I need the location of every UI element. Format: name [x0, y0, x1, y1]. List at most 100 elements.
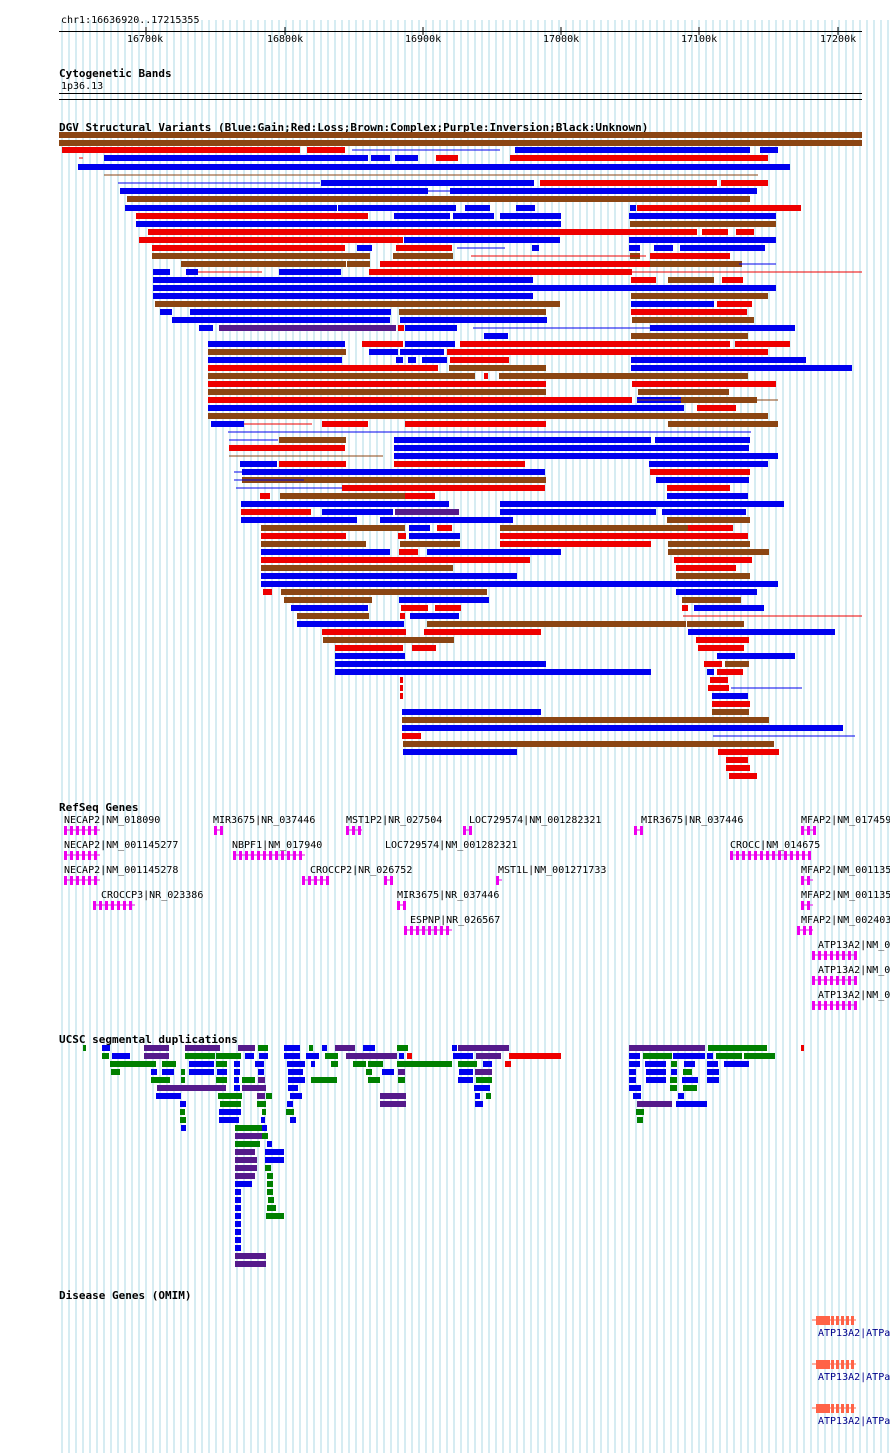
refseq-exon[interactable]	[836, 1001, 839, 1010]
dgv-variant-bar[interactable]	[172, 317, 390, 323]
segdup-block[interactable]	[181, 1077, 185, 1083]
segdup-block[interactable]	[180, 1101, 186, 1107]
segdup-block[interactable]	[290, 1093, 302, 1099]
refseq-exon[interactable]	[281, 851, 284, 860]
dgv-variant-bar[interactable]	[321, 180, 534, 186]
dgv-variant-bar[interactable]	[649, 461, 768, 467]
dgv-variant-bar[interactable]	[697, 405, 736, 411]
refseq-exon[interactable]	[88, 851, 91, 860]
segdup-block[interactable]	[235, 1165, 257, 1171]
dgv-variant-bar[interactable]	[655, 437, 750, 443]
dgv-variant-bar[interactable]	[260, 493, 270, 499]
segdup-block[interactable]	[683, 1069, 692, 1075]
refseq-exon[interactable]	[293, 851, 296, 860]
segdup-block[interactable]	[629, 1061, 640, 1067]
segdup-block[interactable]	[643, 1053, 672, 1059]
dgv-variant-bar[interactable]	[136, 221, 456, 227]
refseq-exon[interactable]	[82, 851, 85, 860]
segdup-block[interactable]	[708, 1045, 767, 1051]
refseq-exon[interactable]	[70, 851, 73, 860]
dgv-variant-bar[interactable]	[322, 421, 368, 427]
dgv-variant-bar[interactable]	[263, 589, 272, 595]
dgv-variant-bar[interactable]	[676, 589, 757, 595]
refseq-exon[interactable]	[748, 851, 751, 860]
dgv-variant-bar[interactable]	[435, 605, 461, 611]
segdup-block[interactable]	[234, 1085, 240, 1091]
dgv-variant-bar[interactable]	[396, 245, 452, 251]
dgv-variant-bar[interactable]	[120, 188, 428, 194]
refseq-exon[interactable]	[434, 926, 437, 935]
dgv-variant-bar[interactable]	[208, 373, 475, 379]
dgv-variant-bar[interactable]	[153, 269, 170, 275]
dgv-variant-bar[interactable]	[104, 155, 368, 161]
segdup-block[interactable]	[284, 1053, 300, 1059]
refseq-exon[interactable]	[384, 876, 387, 885]
omim-exon[interactable]	[851, 1360, 854, 1369]
gene-label[interactable]: ATP13A2|NM_0	[818, 940, 890, 951]
dgv-track-title[interactable]: DGV Structural Variants (Blue:Gain;Red:L…	[59, 121, 649, 134]
dgv-variant-bar[interactable]	[399, 597, 489, 603]
omim-exon[interactable]	[846, 1404, 849, 1413]
segdup-block[interactable]	[162, 1061, 176, 1067]
segdup-block[interactable]	[629, 1069, 636, 1075]
segdup-block[interactable]	[380, 1101, 406, 1107]
omim-exon[interactable]	[851, 1316, 854, 1325]
segdup-block[interactable]	[331, 1061, 338, 1067]
refseq-exon[interactable]	[813, 826, 816, 835]
omim-exon[interactable]	[831, 1360, 834, 1369]
dgv-variant-bar[interactable]	[394, 437, 651, 443]
segdup-block[interactable]	[288, 1085, 298, 1091]
segdup-block[interactable]	[180, 1109, 185, 1115]
segdup-block[interactable]	[216, 1077, 227, 1083]
dgv-variant-bar[interactable]	[682, 597, 741, 603]
gene-label[interactable]: MST1P2|NR_027504	[346, 815, 443, 826]
refseq-track-title[interactable]: RefSeq Genes	[59, 801, 139, 814]
dgv-variant-bar[interactable]	[240, 461, 277, 467]
refseq-exon[interactable]	[801, 901, 804, 910]
dgv-variant-bar[interactable]	[400, 349, 444, 355]
refseq-exon[interactable]	[842, 951, 845, 960]
dgv-variant-bar[interactable]	[698, 645, 744, 651]
dgv-variant-bar[interactable]	[629, 237, 776, 243]
dgv-variant-bar[interactable]	[402, 717, 769, 723]
dgv-variant-bar[interactable]	[395, 509, 459, 515]
dgv-variant-bar[interactable]	[241, 517, 357, 523]
dgv-variant-bar[interactable]	[403, 741, 774, 747]
refseq-exon[interactable]	[766, 851, 769, 860]
refseq-exon[interactable]	[801, 876, 804, 885]
dgv-variant-bar[interactable]	[380, 261, 742, 267]
segdup-block[interactable]	[235, 1141, 260, 1147]
segdup-block[interactable]	[219, 1117, 239, 1123]
segdup-block[interactable]	[284, 1045, 300, 1051]
dgv-variant-bar[interactable]	[680, 245, 765, 251]
refseq-exon[interactable]	[812, 976, 815, 985]
segdup-block[interactable]	[288, 1077, 305, 1083]
segdup-block[interactable]	[189, 1061, 214, 1067]
dgv-variant-bar[interactable]	[335, 669, 651, 675]
dgv-variant-bar[interactable]	[402, 733, 421, 739]
dgv-variant-bar[interactable]	[405, 325, 457, 331]
segdup-block[interactable]	[287, 1061, 305, 1067]
dgv-variant-bar[interactable]	[152, 253, 370, 259]
segdup-block[interactable]	[235, 1245, 241, 1251]
dgv-variant-bar[interactable]	[261, 565, 453, 571]
refseq-exon[interactable]	[818, 951, 821, 960]
dgv-variant-bar[interactable]	[136, 213, 368, 219]
dgv-variant-bar[interactable]	[261, 525, 405, 531]
refseq-exon[interactable]	[404, 926, 407, 935]
refseq-exon[interactable]	[82, 876, 85, 885]
segdup-block[interactable]	[505, 1061, 511, 1067]
dgv-variant-bar[interactable]	[510, 155, 768, 161]
dgv-variant-bar[interactable]	[404, 237, 560, 243]
segdup-block[interactable]	[288, 1069, 303, 1075]
dgv-variant-bar[interactable]	[208, 349, 346, 355]
segdup-block[interactable]	[311, 1077, 337, 1083]
gene-label[interactable]: ESPNP|NR_026567	[410, 915, 501, 926]
dgv-variant-bar[interactable]	[712, 701, 750, 707]
segdup-block[interactable]	[646, 1077, 666, 1083]
refseq-exon[interactable]	[410, 926, 413, 935]
segdup-block[interactable]	[744, 1053, 775, 1059]
dgv-variant-bar[interactable]	[437, 525, 452, 531]
dgv-variant-bar[interactable]	[631, 357, 806, 363]
dgv-variant-bar[interactable]	[402, 725, 843, 731]
